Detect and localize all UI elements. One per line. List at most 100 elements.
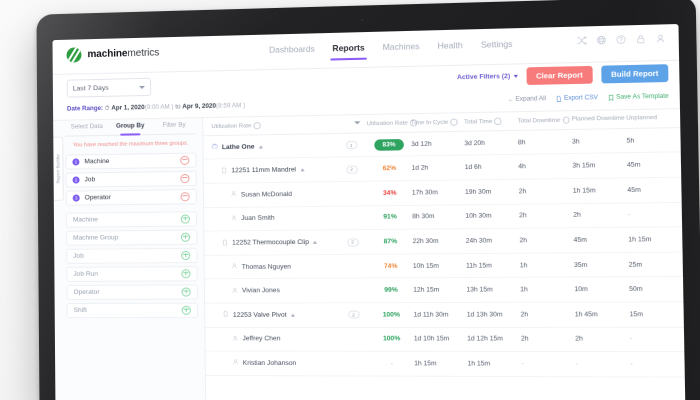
table-row[interactable]: Jeffrey Chen 100% 1d 10h 15m 1d 12h 15m 2h 2h… [205,326,686,352]
cell-unplanned-downtime: 45m [626,152,683,178]
available-item-machine[interactable]: Machine [65,211,198,228]
table-row[interactable]: 12252 Thermocouple Clip 2 87% 22h 30m 24h 30… [204,226,684,256]
cell-total-time: 11h 15m [465,253,521,278]
group-item-job[interactable]: 2 Job [65,170,197,188]
brand-name: machinemetrics [87,47,159,60]
group-name-wrap: 12252 Thermocouple Clip [213,238,337,247]
brand-logo[interactable]: machinemetrics [66,45,159,63]
cell-group-name[interactable]: 12253 Valve Pivot [205,302,338,328]
nav-item-dashboards[interactable]: Dashboards [269,44,315,55]
tab-group-by[interactable]: Group By [108,119,152,135]
add-group-icon[interactable] [181,287,191,297]
add-group-icon[interactable] [181,268,191,279]
col-time-in-cycle[interactable]: Time In Cycle [410,113,465,133]
available-item-operator[interactable]: Operator [66,284,198,300]
sidebar-tabs: Select Data Group By Filter By [65,118,197,137]
build-report-button[interactable]: Build Report [601,64,669,84]
empty-value: - [629,335,633,344]
add-group-icon[interactable] [180,232,191,242]
cell-child-count: 1 [335,132,368,158]
available-item-job-run[interactable]: Job Run [66,265,198,282]
globe-icon[interactable] [596,35,606,45]
col-unplanned-downtime[interactable]: Unplanned [626,109,682,129]
group-label: Job [84,175,96,184]
clock-icon: ⏱ [104,104,110,112]
expand-toggle-icon[interactable] [258,145,263,149]
col-planned-downtime[interactable]: Planned Downtime [571,110,627,130]
cell-group-name[interactable]: 12251 11mm Mandrel [203,157,337,184]
available-item-machine-group[interactable]: Machine Group [65,229,198,246]
date-preset-select[interactable]: Last 7 Days [66,77,152,98]
cell-unplanned-downtime: - [630,351,686,377]
tab-filter-by[interactable]: Filter By [162,121,186,129]
cell-group-name[interactable]: 12252 Thermocouple Clip [204,230,337,256]
available-item-job[interactable]: Job [66,247,198,264]
col-total-downtime-label: Total Downtime [517,117,561,125]
expand-toggle-icon[interactable] [290,313,295,317]
nav-item-reports[interactable]: Reports [332,43,365,60]
chevron-down-icon[interactable] [354,121,361,125]
col-planned-downtime-label: Planned Downtime [571,115,625,124]
expand-toggle-icon[interactable] [313,240,318,244]
expand-icon [507,97,512,102]
brand-name-bold: machine [87,48,128,61]
group-item-machine[interactable]: 1 Machine [65,152,197,170]
expand-all-action[interactable]: Expand All [507,96,546,103]
add-group-icon[interactable] [181,305,191,315]
shuffle-icon[interactable] [577,36,587,46]
row-label: Juan Smith [241,214,275,223]
nav-item-machines[interactable]: Machines [382,41,420,53]
nav-item-health[interactable]: Health [437,40,463,51]
remove-group-icon[interactable] [180,155,190,165]
table-row[interactable]: Thomas Nguyen 74% 10h 15m 11h 15m 1h 35m 25m [204,251,685,280]
active-filters-dropdown[interactable]: Active Filters (2) [457,73,518,81]
job-icon [223,311,229,319]
lock-icon[interactable] [636,34,646,44]
col-total-downtime[interactable]: Total Downtime [517,111,572,131]
child-count-badge: 2 [346,237,359,247]
report-builder-rail-tab[interactable]: Report Builder [53,136,64,201]
date-range-from-time: (9:00 AM ) [144,103,174,112]
cell-group-name[interactable]: Thomas Nguyen [204,254,338,280]
date-preset-value: Last 7 Days [72,84,109,93]
table-row[interactable]: Kristian Johanson -1h 15m 1h 15m - - - [205,351,686,377]
col-utilization-rate[interactable]: Utilization Rate [366,114,417,133]
add-group-icon[interactable] [180,214,190,224]
group-label: Operator [84,193,111,202]
cell-total-time: 1d 6h [464,154,519,180]
cell-group-name[interactable]: Susan McDonald [203,181,337,208]
empty-value: - [575,360,578,368]
help-icon[interactable] [616,35,626,45]
cell-total-time: 1d 13h 30m [466,302,521,327]
available-item-shift[interactable]: Shift [66,302,199,318]
expand-toggle-icon[interactable] [300,168,305,172]
child-count-badge: 2 [345,165,358,174]
cell-group-name[interactable]: Lathe One [203,133,336,160]
nav-item-settings[interactable]: Settings [480,39,513,50]
cell-utilization-rate: 74% [368,253,414,279]
col-total-time[interactable]: Total Time [463,112,518,132]
cell-planned-downtime: 1h 15m [572,177,628,204]
user-icon[interactable] [655,34,665,44]
cell-group-name[interactable]: Vivian Jones [204,278,338,304]
group-item-operator[interactable]: 3 Operator [65,188,197,206]
remove-group-icon[interactable] [180,173,190,183]
col-group[interactable]: Utilization Rate [203,115,336,136]
report-builder-sidebar: Select Data Group By Filter By You have … [53,118,206,400]
group-name-wrap: 12253 Valve Pivot [213,311,337,319]
table-row[interactable]: 12253 Valve Pivot 2 100% 1d 11h 30m 1d 13h 3… [205,301,686,328]
save-template-action[interactable]: Save As Template [608,94,669,101]
add-group-icon[interactable] [181,250,191,260]
remove-group-icon[interactable] [180,191,190,202]
export-csv-action[interactable]: Export CSV [556,95,598,102]
cell-total-downtime: 8h [517,129,573,155]
utilization-value: 34% [382,189,397,197]
cell-group-name[interactable]: Jeffrey Chen [205,327,339,352]
row-label: Lathe One [221,143,255,151]
cell-group-name[interactable]: Kristian Johanson [205,351,339,376]
tab-select-data[interactable]: Select Data [70,122,103,131]
cell-group-name[interactable]: Juan Smith [204,205,337,232]
table-row[interactable]: Vivian Jones 99% 12h 15m 13h 15m 1h 10m 50m [204,276,685,304]
clear-report-button[interactable]: Clear Report [526,65,593,86]
